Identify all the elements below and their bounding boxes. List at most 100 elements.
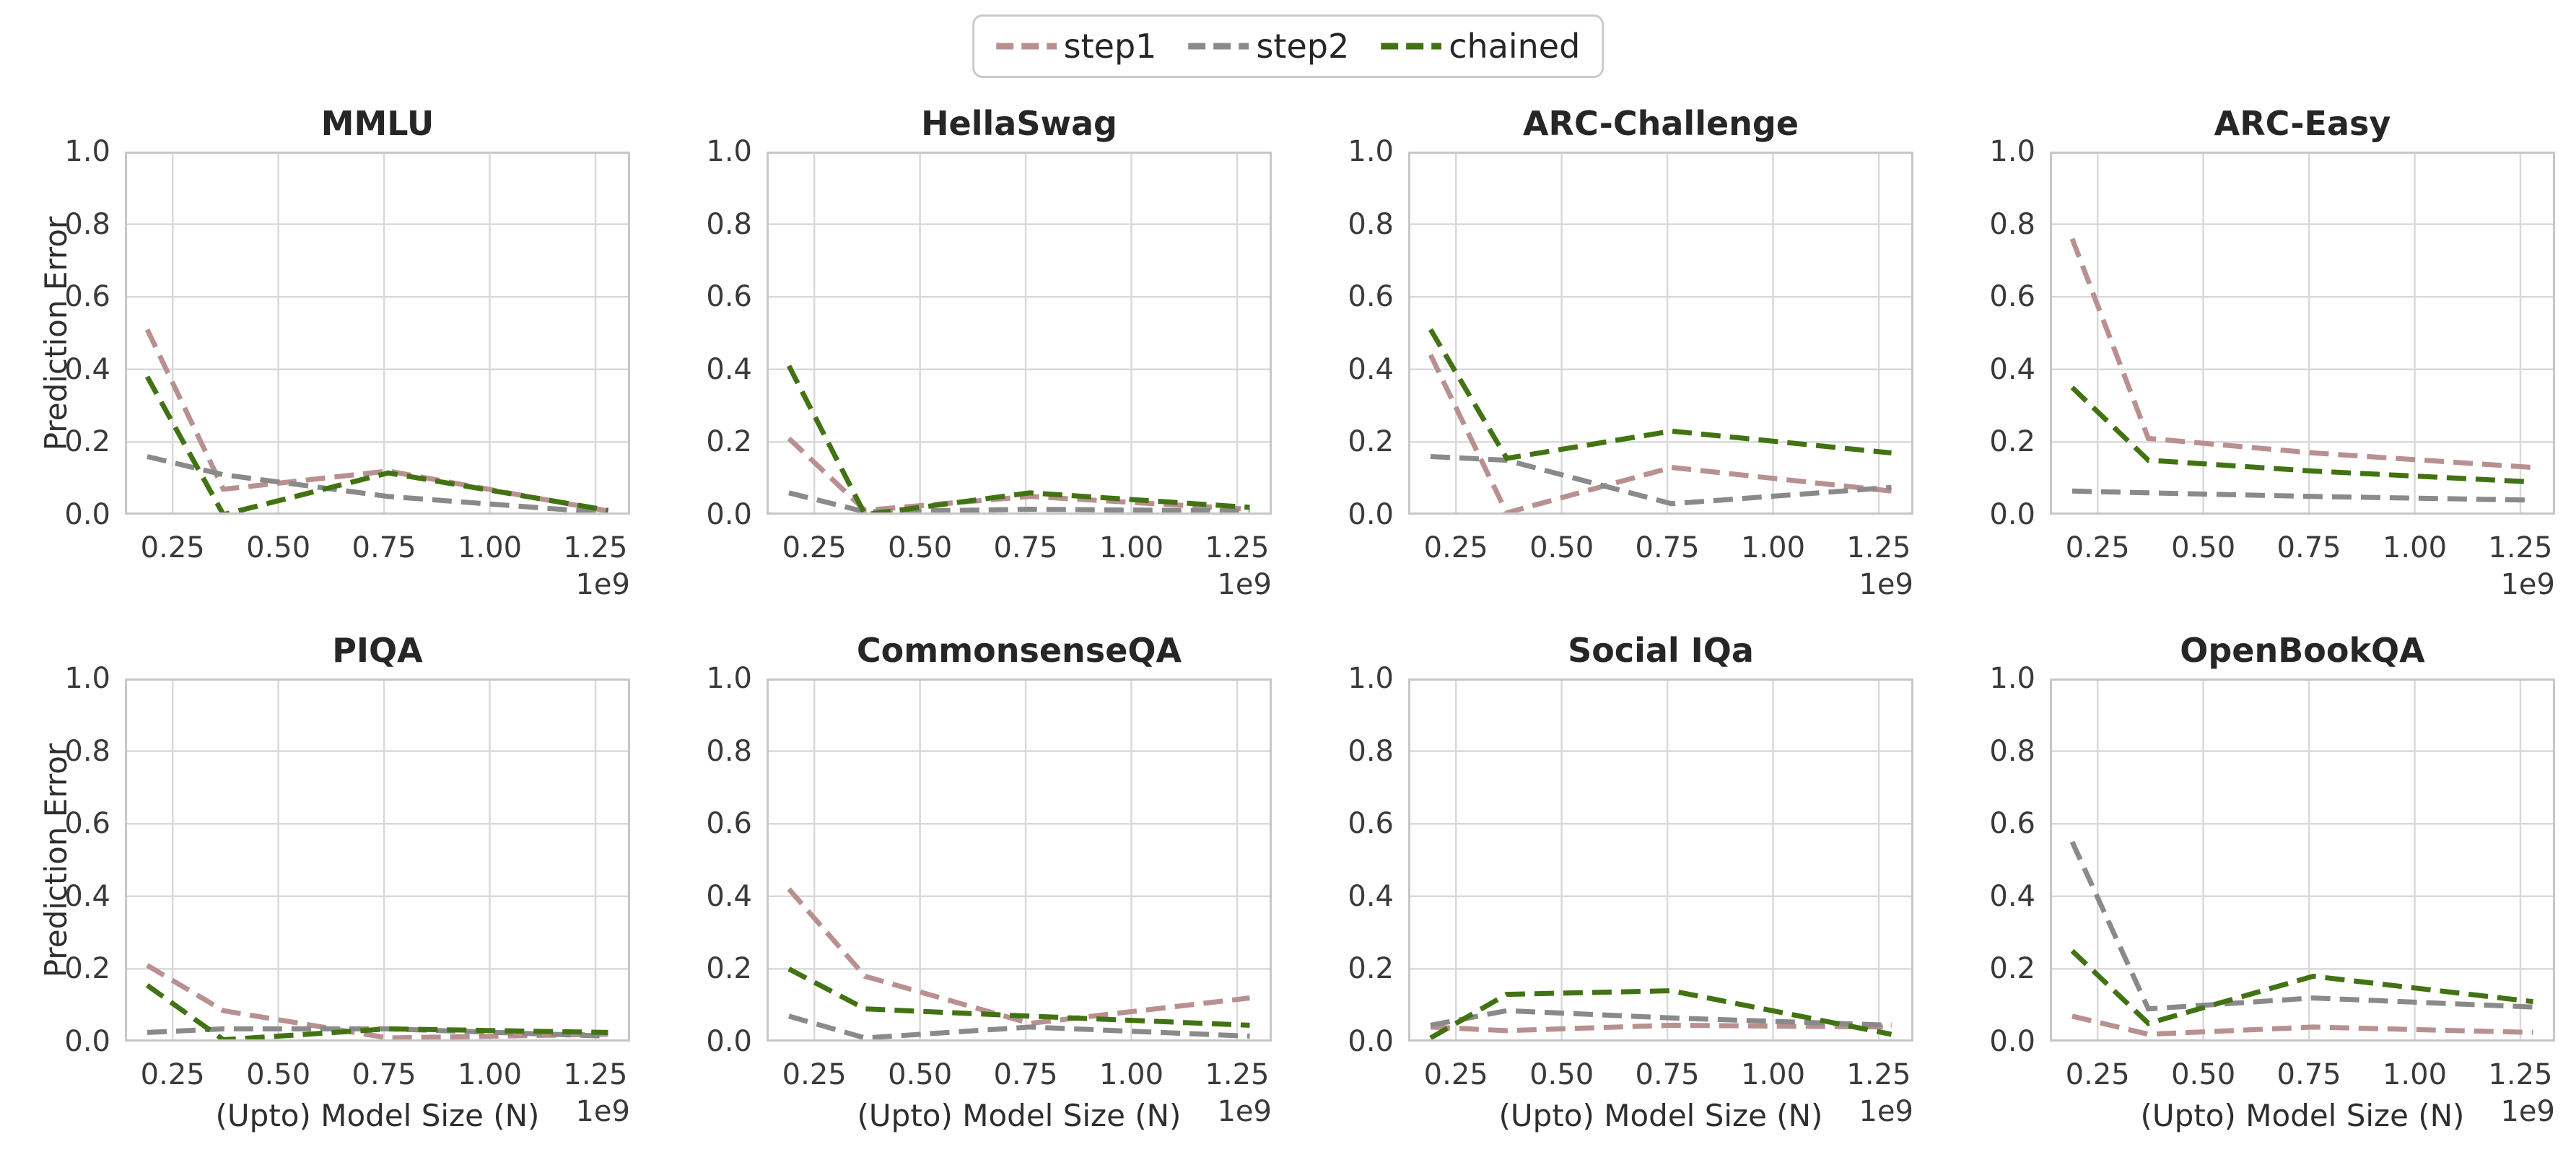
x-tick-label: 1.00 [457, 1058, 523, 1091]
x-tick-label: 1.25 [1846, 1058, 1911, 1091]
chart-title-hellaswag: HellaSwag [921, 104, 1117, 143]
y-tick-label: 1.0 [1989, 135, 2035, 168]
chart-plot-piqa [125, 678, 630, 1042]
chart-title-mmlu: MMLU [320, 104, 435, 143]
axes-spines [125, 152, 630, 515]
series-step1-piqa [146, 963, 608, 1041]
series-step2-hellaswag [788, 490, 1250, 515]
chart-plot-social-iqa [1408, 678, 1913, 1042]
y-tick-label: 0.4 [64, 352, 110, 386]
x-tick-label: 0.25 [782, 531, 847, 564]
axes-spines [1408, 152, 1913, 515]
legend-dash-icon-chained [1381, 43, 1442, 50]
x-tick-label: 0.50 [888, 531, 953, 564]
y-tick-label: 0.6 [706, 807, 752, 841]
y-tick-label: 0.0 [1989, 1025, 2035, 1058]
chart-title-arc-easy: ARC-Easy [2214, 104, 2391, 143]
axis-offset-label: 1e9 [575, 1095, 630, 1128]
series-step2-mmlu [147, 454, 608, 515]
chart-title-social-iqa: Social IQa [1568, 631, 1754, 670]
legend-label-step1: step1 [1063, 27, 1157, 66]
y-tick-label: 0.2 [706, 425, 752, 459]
y-tick-label: 0.6 [64, 280, 110, 314]
y-tick-label: 1.0 [64, 135, 110, 168]
axis-offset-label: 1e9 [1217, 568, 1272, 601]
y-tick-label: 0.4 [706, 879, 752, 913]
legend-item-chained: chained [1381, 27, 1580, 66]
x-tick-label: 0.50 [246, 531, 311, 564]
series-step1-social-iqa [1430, 1022, 1892, 1034]
gridlines [125, 678, 630, 1042]
x-tick-label: 1.00 [2382, 531, 2448, 564]
axes-spines [1408, 678, 1913, 1042]
y-tick-label: 1.0 [1348, 662, 1394, 695]
legend-label-step2: step2 [1256, 27, 1350, 66]
y-tick-label: 0.8 [64, 734, 110, 768]
y-tick-label: 0.0 [64, 1025, 110, 1058]
x-tick-label: 0.25 [140, 531, 205, 564]
series-step2-openbookqa [2069, 840, 2533, 1012]
axis-offset-label: 1e9 [1859, 568, 1913, 601]
series-step1-commonsenseqa [787, 887, 1250, 1026]
x-tick-label: 1.00 [1740, 1058, 1806, 1091]
y-tick-label: 0.6 [1989, 807, 2035, 841]
y-tick-label: 0.6 [706, 280, 752, 314]
series-chained-openbookqa [2070, 948, 2533, 1026]
legend-label-chained: chained [1449, 27, 1581, 66]
series-chained-mmlu [144, 375, 609, 515]
y-tick-label: 0.4 [1348, 352, 1394, 386]
x-tick-label: 1.25 [1205, 531, 1270, 564]
series-step1-mmlu [144, 328, 609, 514]
y-tick-label: 0.8 [1989, 207, 2035, 241]
y-axis-label: Prediction Error [38, 216, 74, 450]
x-tick-label: 1.00 [457, 531, 523, 564]
y-tick-label: 0.8 [1989, 734, 2035, 768]
series-step1-arc-easy [2069, 237, 2533, 471]
chart-plot-mmlu [125, 152, 630, 515]
x-tick-label: 0.50 [2171, 531, 2236, 564]
y-tick-label: 0.6 [1348, 807, 1394, 841]
x-axis-label: (Upto) Model Size (N) [1498, 1098, 1823, 1133]
y-tick-label: 1.0 [706, 135, 752, 168]
x-tick-label: 0.50 [1529, 1058, 1594, 1091]
y-tick-label: 0.0 [1348, 1025, 1394, 1058]
y-tick-label: 0.4 [1989, 352, 2035, 386]
gridlines [767, 152, 1272, 515]
x-tick-label: 1.25 [563, 1058, 628, 1091]
gridlines [1408, 678, 1913, 1042]
legend-dash-icon-step1 [995, 43, 1057, 50]
chart-title-commonsenseqa: CommonsenseQA [856, 631, 1182, 670]
y-tick-label: 0.2 [1989, 425, 2035, 459]
y-tick-label: 0.2 [64, 425, 110, 459]
y-tick-label: 0.6 [1348, 280, 1394, 314]
x-tick-label: 1.25 [1205, 1058, 1270, 1091]
x-tick-label: 0.75 [352, 531, 416, 564]
y-tick-label: 0.8 [1348, 734, 1394, 768]
x-tick-label: 0.75 [993, 531, 1058, 564]
y-tick-label: 0.2 [1989, 952, 2035, 986]
x-tick-label: 0.25 [782, 1058, 847, 1091]
series-chained-commonsenseqa [787, 966, 1250, 1028]
series-step2-arc-challenge [1430, 454, 1892, 507]
y-tick-label: 0.0 [706, 1025, 752, 1058]
series-chained-arc-challenge [1428, 328, 1892, 461]
y-axis-label: Prediction Error [38, 743, 74, 977]
x-tick-label: 0.50 [246, 1058, 311, 1091]
x-tick-label: 1.00 [2382, 1058, 2448, 1091]
x-tick-label: 0.75 [2276, 531, 2341, 564]
y-tick-label: 0.4 [1989, 879, 2035, 913]
gridlines [125, 152, 630, 515]
y-tick-label: 0.0 [706, 498, 752, 531]
y-tick-label: 0.2 [1348, 425, 1394, 459]
x-tick-label: 1.00 [1099, 531, 1164, 564]
y-tick-label: 0.4 [706, 352, 752, 386]
x-tick-label: 0.25 [2065, 1058, 2130, 1091]
x-tick-label: 1.25 [2488, 1058, 2553, 1091]
chart-plot-commonsenseqa [767, 678, 1272, 1042]
series-step2-commonsenseqa [788, 1013, 1250, 1041]
x-tick-label: 0.75 [1635, 531, 1700, 564]
gridlines [767, 678, 1272, 1042]
y-tick-label: 0.4 [1348, 879, 1394, 913]
y-tick-label: 1.0 [1348, 135, 1394, 168]
